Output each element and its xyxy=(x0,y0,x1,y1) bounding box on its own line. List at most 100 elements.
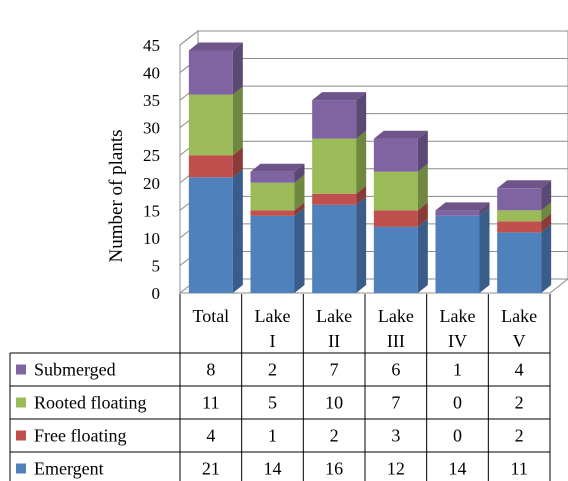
y-tick-label: 30 xyxy=(143,119,160,138)
table-row-submerged: Submerged 8 2 7 6 1 4 xyxy=(16,360,524,380)
legend-swatch-emergent xyxy=(16,463,26,474)
bars xyxy=(188,42,552,293)
bar-lake-ii-free-floating xyxy=(312,185,367,205)
y-tick-label: 0 xyxy=(152,284,161,303)
bar-side xyxy=(541,224,552,293)
bar-side xyxy=(232,169,243,293)
bar-front xyxy=(250,182,295,211)
bar-side xyxy=(294,207,305,293)
bar-side xyxy=(479,207,490,293)
legend-swatch-rooted-floating xyxy=(16,397,26,408)
category-label-total: Total xyxy=(192,306,229,326)
table-value: 8 xyxy=(206,360,215,380)
table-value: 4 xyxy=(206,426,215,446)
legend-swatch-free-floating xyxy=(16,430,26,441)
bar-front xyxy=(188,155,233,178)
legend-label-submerged: Submerged xyxy=(34,360,116,380)
y-tick-label: 40 xyxy=(143,64,160,83)
bar-side xyxy=(356,92,367,139)
bar-top xyxy=(435,202,490,211)
bar-lake-iii-free-floating xyxy=(373,202,428,227)
bar-side xyxy=(417,218,428,293)
category-label-lake-v: Lake xyxy=(501,306,537,326)
bar-front xyxy=(497,232,542,293)
legend-label-free-floating: Free floating xyxy=(34,426,126,446)
bar-side xyxy=(294,163,305,183)
bar-side xyxy=(356,196,367,293)
bar-top xyxy=(497,180,552,189)
bar-front xyxy=(497,210,542,222)
bar-front xyxy=(435,215,480,293)
legend-label-rooted-floating: Rooted floating xyxy=(34,393,146,413)
table-value: 7 xyxy=(330,360,339,380)
category-label-lake-iii: Lake xyxy=(378,306,414,326)
data-table: Total Lake I Lake II Lake III Lake IV Lake V Submer… xyxy=(9,294,551,481)
bar-front xyxy=(250,210,295,216)
y-tick-label: 20 xyxy=(143,174,160,193)
table-value: 11 xyxy=(202,393,219,413)
bar-side xyxy=(232,147,243,178)
bar-lake-v-free-floating xyxy=(497,213,552,233)
bar-top xyxy=(188,42,243,51)
table-value: 5 xyxy=(268,393,277,413)
category-label-lake-iv: Lake xyxy=(440,306,476,326)
table-value: 6 xyxy=(391,360,400,380)
bar-front xyxy=(373,226,418,293)
bar-side xyxy=(417,130,428,172)
bar-side xyxy=(232,86,243,156)
bar-front xyxy=(435,210,480,216)
category-label-line2: III xyxy=(387,331,405,351)
y-tick-label: 45 xyxy=(143,36,160,55)
bar-total-submerged xyxy=(188,42,243,95)
bar-total-emergent xyxy=(188,169,243,293)
bar-front xyxy=(312,138,357,194)
table-value: 0 xyxy=(453,426,462,446)
bar-group-total xyxy=(188,42,243,293)
table-value: 2 xyxy=(515,393,524,413)
table-row-rooted-floating: Rooted floating 11 5 10 7 0 2 xyxy=(16,393,524,413)
bar-side xyxy=(232,42,243,95)
table-row-emergent: Emergent 21 14 16 12 14 11 xyxy=(16,459,528,479)
bar-side xyxy=(356,185,367,205)
table-value: 1 xyxy=(268,426,277,446)
bar-front xyxy=(497,221,542,233)
bar-lake-i-free-floating xyxy=(250,202,305,216)
bar-lake-ii-submerged xyxy=(312,92,367,139)
bar-front xyxy=(250,171,295,183)
bar-front xyxy=(373,138,418,172)
y-tick-label: 15 xyxy=(143,201,160,220)
bar-lake-v-rooted-floating xyxy=(497,202,552,222)
bar-side xyxy=(294,174,305,211)
bar-group-lake-iii xyxy=(373,130,428,293)
table-value: 12 xyxy=(387,459,405,479)
table-value: 1 xyxy=(453,360,462,380)
table-value: 2 xyxy=(515,426,524,446)
bar-lake-iii-submerged xyxy=(373,130,428,172)
bar-lake-ii-rooted-floating xyxy=(312,130,367,194)
category-label-lake-ii: Lake xyxy=(316,306,352,326)
category-label-line2: II xyxy=(328,331,340,351)
table-value: 0 xyxy=(453,393,462,413)
legend-label-emergent: Emergent xyxy=(34,459,104,479)
bar-side xyxy=(356,130,367,194)
table-value: 4 xyxy=(515,360,524,380)
bar-lake-v-submerged xyxy=(497,180,552,211)
bar-front xyxy=(312,100,357,139)
table-value: 16 xyxy=(325,459,343,479)
table-value: 2 xyxy=(268,360,277,380)
table-value: 2 xyxy=(330,426,339,446)
bar-front xyxy=(373,171,418,211)
category-label-line2: IV xyxy=(448,331,467,351)
bar-side xyxy=(541,180,552,211)
bar-side xyxy=(294,202,305,216)
bar-lake-iv-submerged xyxy=(435,202,490,216)
y-tick-label: 25 xyxy=(143,146,160,165)
bar-lake-iii-rooted-floating xyxy=(373,163,428,211)
gridline xyxy=(179,30,568,46)
bar-front xyxy=(188,94,233,156)
y-axis-ticks: 0 5 10 15 20 25 30 35 40 45 xyxy=(143,36,181,303)
bar-group-lake-i xyxy=(250,163,305,293)
bar-side xyxy=(541,202,552,222)
